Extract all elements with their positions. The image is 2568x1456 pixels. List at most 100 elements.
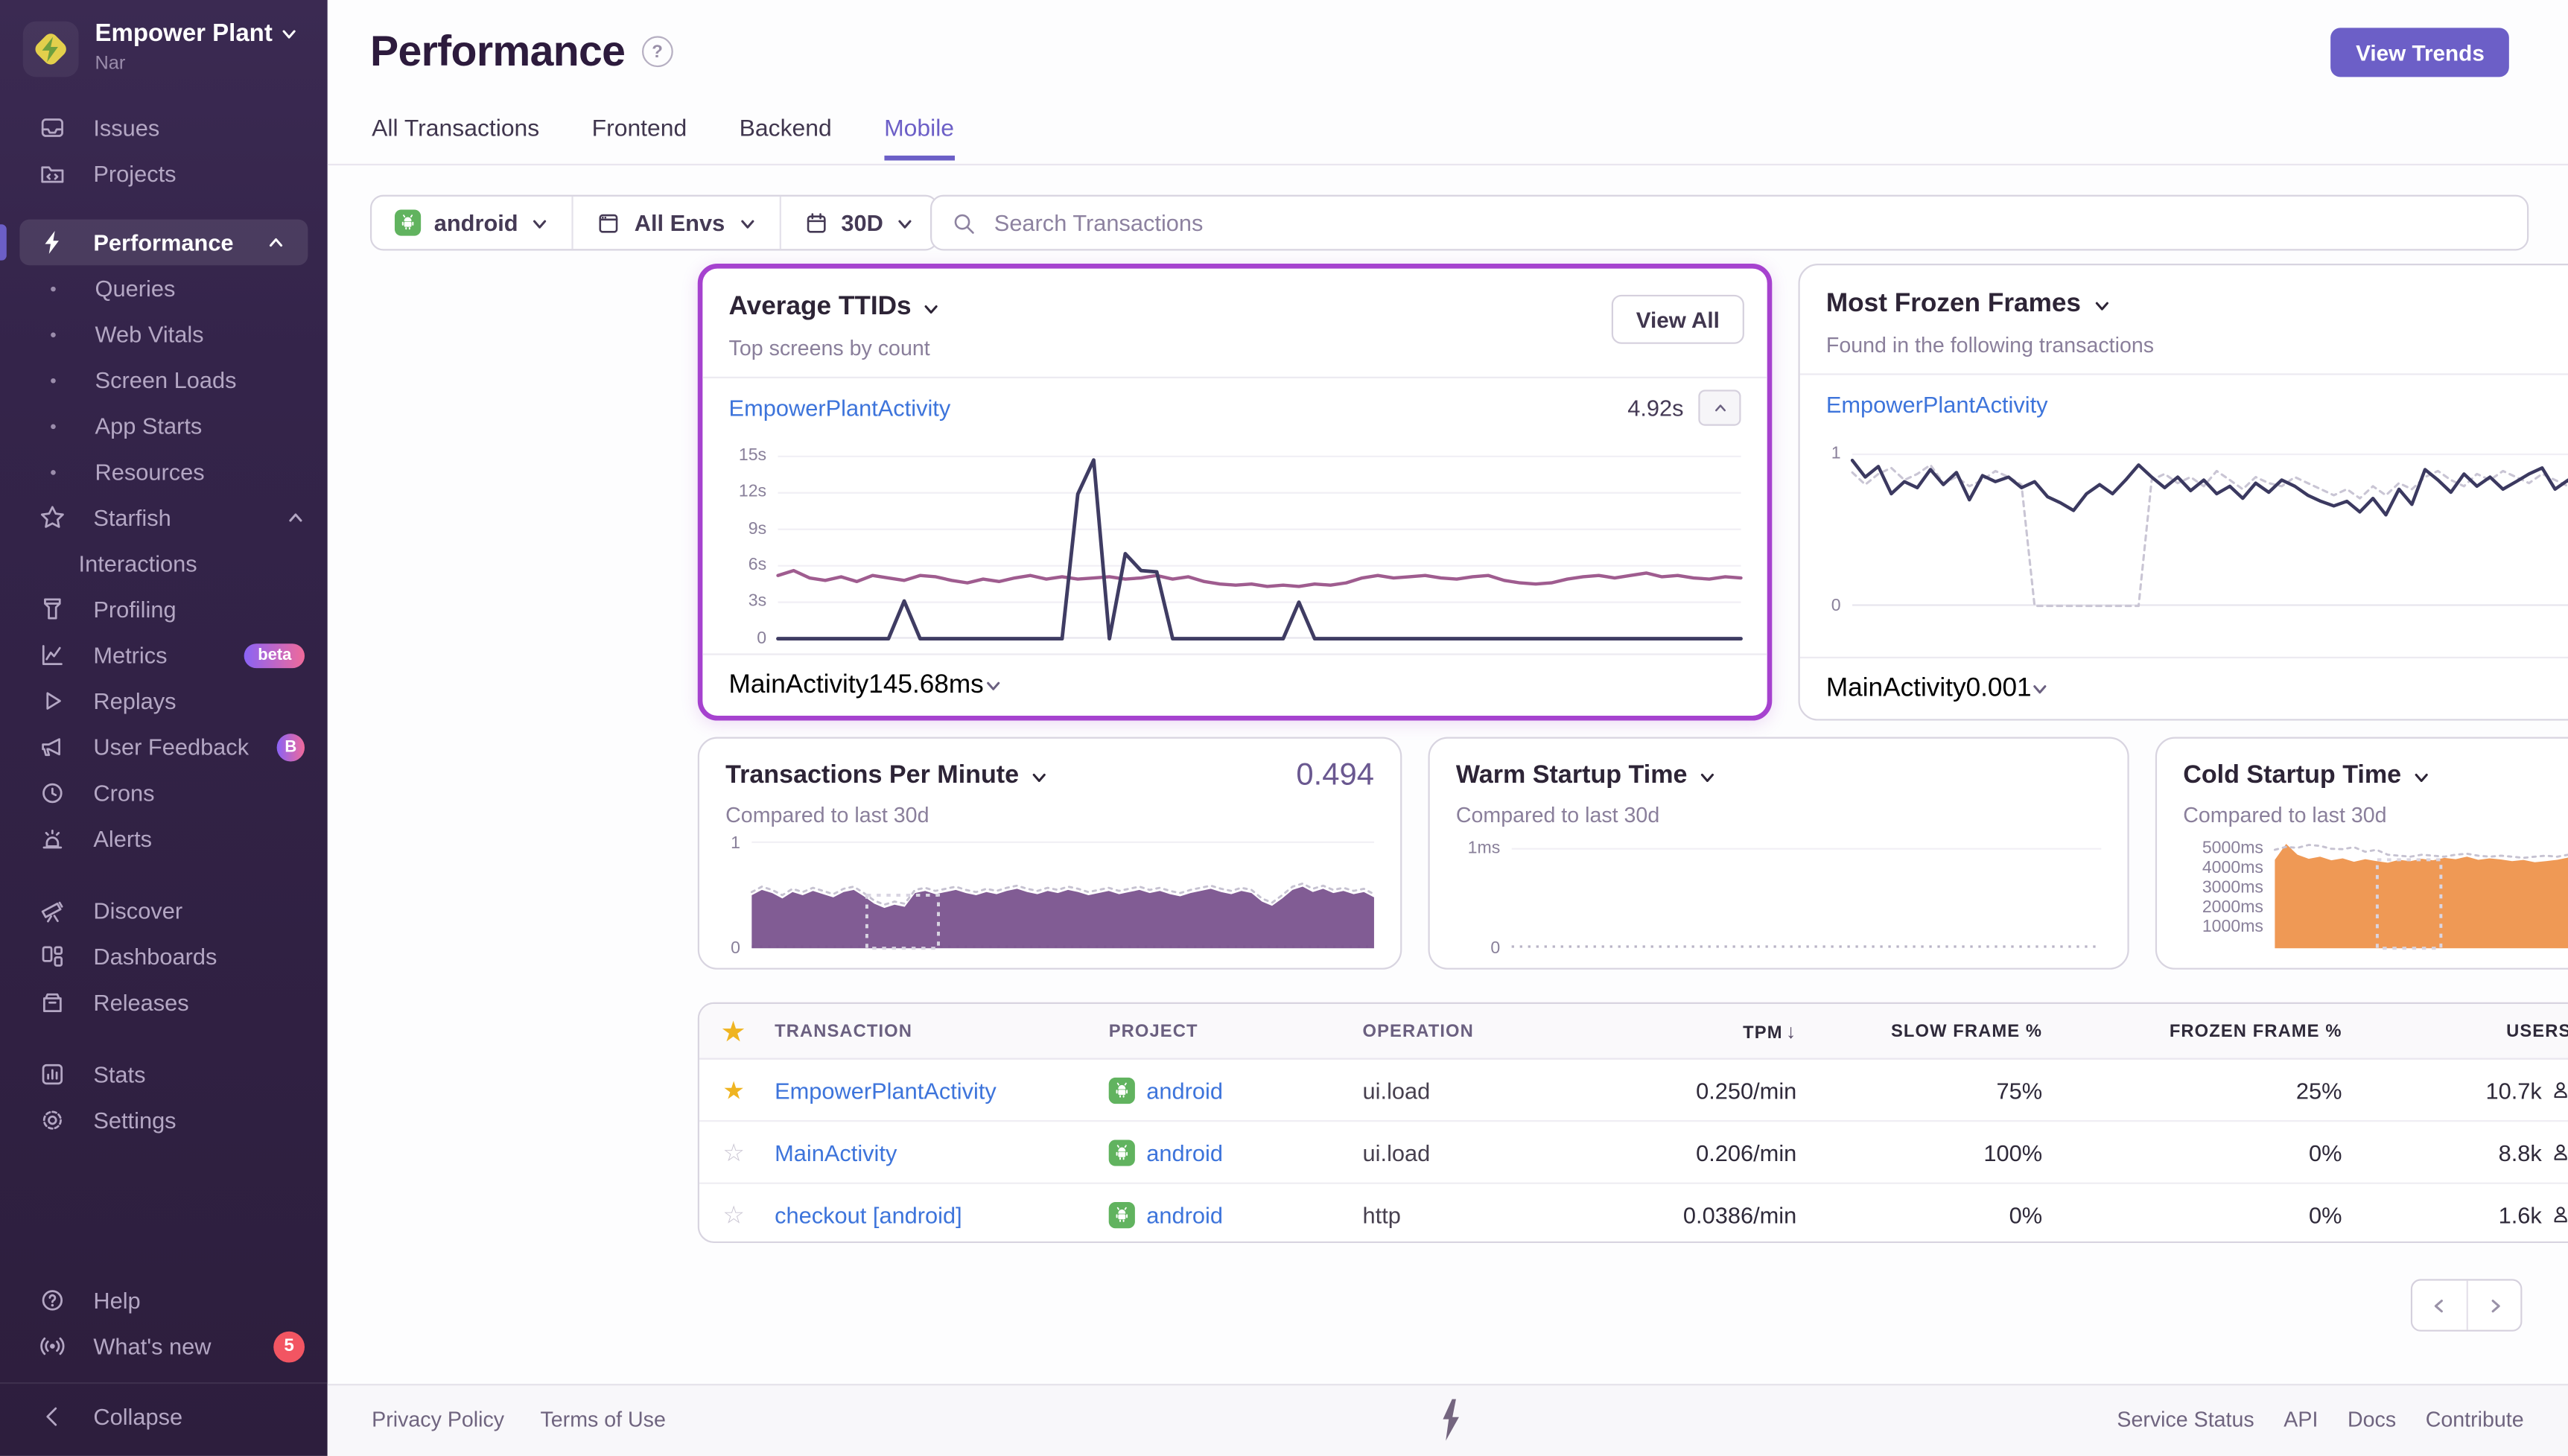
frozen-frames-title[interactable]: Most Frozen Frames — [1826, 290, 2111, 320]
frozen-frame-cell: 0% — [2049, 1139, 2348, 1165]
favorite-star-icon[interactable]: ★ — [699, 1075, 768, 1105]
avg-ttids-panel: Average TTIDs Top screens by count View … — [698, 264, 1773, 721]
warm-startup-title[interactable]: Warm Startup Time — [1456, 762, 1717, 792]
frozen-frames-subtitle: Found in the following transactions — [1826, 332, 2154, 357]
help-icon — [39, 1287, 66, 1313]
prev-page-button[interactable] — [2412, 1281, 2467, 1330]
sidebar-item-help[interactable]: Help — [0, 1277, 328, 1323]
tpm-title[interactable]: Transactions Per Minute — [725, 762, 1049, 792]
environment-filter[interactable]: All Envs — [572, 197, 779, 249]
docs-link[interactable]: Docs — [2348, 1407, 2396, 1431]
col-tpm[interactable]: TPM↓ — [1569, 1020, 1803, 1043]
transaction-link[interactable]: MainActivity — [729, 670, 869, 700]
col-project[interactable]: PROJECT — [1102, 1021, 1356, 1040]
sidebar-item-stats[interactable]: Stats — [0, 1052, 328, 1098]
ttid-chart: 15s12s9s6s3s0 — [729, 445, 1741, 638]
sidebar-item-metrics[interactable]: Metrics beta — [0, 632, 328, 678]
org-logo — [23, 20, 79, 76]
chevron-down-icon — [896, 214, 914, 232]
transaction-link[interactable]: EmpowerPlantActivity — [775, 1077, 1096, 1103]
expand-row-button[interactable] — [984, 676, 1002, 694]
sidebar-item-profiling[interactable]: Profiling — [0, 586, 328, 632]
contribute-link[interactable]: Contribute — [2426, 1407, 2524, 1431]
search-icon — [952, 211, 976, 235]
sidebar-item-settings[interactable]: Settings — [0, 1097, 328, 1143]
android-project-icon — [1109, 1201, 1135, 1227]
api-link[interactable]: API — [2283, 1407, 2318, 1431]
table-row: ☆ checkout [android] android http 0.0386… — [699, 1184, 2568, 1243]
sidebar-item-app-starts[interactable]: App Starts — [0, 403, 328, 449]
transaction-link[interactable]: checkout [android] — [775, 1201, 1096, 1227]
frozen-value: 0.001 — [1966, 674, 2032, 704]
cold-startup-title[interactable]: Cold Startup Time — [2183, 762, 2430, 792]
col-frozen-frame[interactable]: FROZEN FRAME % — [2049, 1021, 2348, 1040]
star-icon[interactable]: ★ — [699, 1016, 768, 1046]
users-cell: 1.6k — [2355, 1201, 2568, 1227]
next-page-button[interactable] — [2467, 1281, 2521, 1330]
col-transaction[interactable]: TRANSACTION — [768, 1021, 1102, 1040]
tpm-value: 0.494 — [1296, 758, 1374, 794]
main-content: Performance ? View Trends All Transactio… — [328, 0, 2568, 1456]
transaction-link[interactable]: EmpowerPlantActivity — [1826, 392, 2048, 418]
whats-new-count-badge: 5 — [273, 1331, 305, 1362]
date-range-filter[interactable]: 30D — [779, 197, 938, 249]
sidebar-item-projects[interactable]: Projects — [0, 150, 328, 197]
issues-icon — [39, 115, 66, 141]
tab-all-transactions[interactable]: All Transactions — [372, 116, 539, 160]
tab-mobile[interactable]: Mobile — [884, 116, 954, 160]
sidebar-item-screen-loads[interactable]: Screen Loads — [0, 357, 328, 403]
project-link[interactable]: android — [1109, 1201, 1350, 1227]
transactions-table: ★ TRANSACTION PROJECT OPERATION TPM↓ SLO… — [698, 1002, 2568, 1243]
avg-ttids-title[interactable]: Average TTIDs — [729, 293, 941, 323]
sidebar-item-dashboards[interactable]: Dashboards — [0, 933, 328, 979]
sidebar-item-web-vitals[interactable]: Web Vitals — [0, 311, 328, 357]
chevron-up-icon — [287, 509, 305, 527]
transaction-link[interactable]: MainActivity — [1826, 674, 1966, 704]
search-input[interactable] — [991, 208, 2507, 238]
users-cell: 10.7k — [2355, 1077, 2568, 1103]
tab-frontend[interactable]: Frontend — [592, 116, 687, 160]
sidebar-item-crons[interactable]: Crons — [0, 770, 328, 816]
favorite-star-icon[interactable]: ☆ — [699, 1200, 768, 1230]
sidebar-item-interactions[interactable]: Interactions — [0, 541, 328, 587]
transaction-link[interactable]: EmpowerPlantActivity — [729, 395, 951, 421]
sidebar-item-issues[interactable]: Issues — [0, 105, 328, 151]
sidebar-item-user-feedback[interactable]: User Feedback B — [0, 724, 328, 770]
sidebar-bottom: Help What's new 5 Collapse — [0, 1277, 328, 1456]
chevron-down-icon — [1699, 767, 1717, 785]
tpm-cell: 0.0386/min — [1569, 1201, 1803, 1227]
expand-row-button[interactable] — [2032, 680, 2050, 698]
tab-backend[interactable]: Backend — [740, 116, 832, 160]
transaction-link[interactable]: MainActivity — [775, 1139, 1096, 1165]
terms-of-use-link[interactable]: Terms of Use — [540, 1407, 665, 1431]
sidebar-item-replays[interactable]: Replays — [0, 678, 328, 724]
col-users[interactable]: USERS — [2348, 1021, 2568, 1040]
sidebar-collapse-button[interactable]: Collapse — [0, 1382, 328, 1449]
project-link[interactable]: android — [1109, 1139, 1350, 1165]
ttid-value: 145.68ms — [868, 670, 984, 700]
col-slow-frame[interactable]: SLOW FRAME % — [1803, 1021, 2049, 1040]
privacy-policy-link[interactable]: Privacy Policy — [372, 1407, 504, 1431]
collapse-row-button[interactable] — [1698, 390, 1741, 425]
sidebar-item-alerts[interactable]: Alerts — [0, 816, 328, 862]
sidebar-item-queries[interactable]: Queries — [0, 265, 328, 311]
project-link[interactable]: android — [1109, 1077, 1350, 1103]
favorite-star-icon[interactable]: ☆ — [699, 1137, 768, 1167]
sidebar-item-discover[interactable]: Discover — [0, 888, 328, 934]
service-status-link[interactable]: Service Status — [2117, 1407, 2254, 1431]
help-tooltip-icon[interactable]: ? — [641, 36, 673, 67]
col-operation[interactable]: OPERATION — [1356, 1021, 1569, 1040]
table-row: ★ EmpowerPlantActivity android ui.load 0… — [699, 1060, 2568, 1122]
view-trends-button[interactable]: View Trends — [2331, 28, 2509, 77]
window-icon — [597, 211, 621, 235]
sidebar-item-releases[interactable]: Releases — [0, 979, 328, 1026]
search-bar — [930, 195, 2529, 251]
play-icon — [39, 688, 66, 714]
sidebar-item-resources[interactable]: Resources — [0, 449, 328, 495]
sidebar-item-whats-new[interactable]: What's new 5 — [0, 1323, 328, 1370]
project-filter[interactable]: android — [372, 197, 572, 249]
sidebar-item-starfish[interactable]: Starfish — [0, 495, 328, 541]
view-all-button[interactable]: View All — [1612, 295, 1744, 344]
org-switcher[interactable]: Empower Plant Nar — [23, 19, 299, 77]
sidebar-item-performance[interactable]: Performance — [19, 220, 308, 266]
